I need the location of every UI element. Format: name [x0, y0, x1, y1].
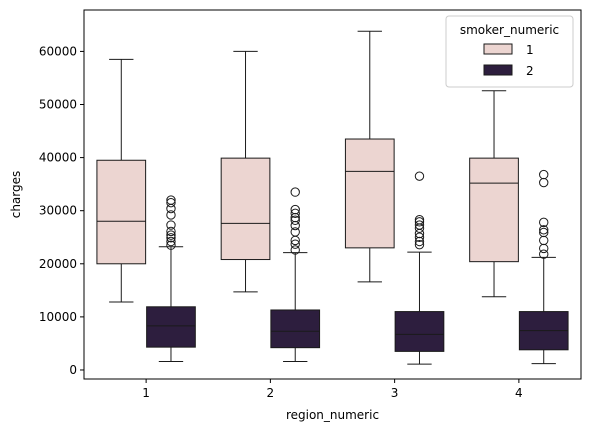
outlier-point — [539, 227, 549, 238]
outlier-point — [166, 236, 176, 247]
outlier-point — [166, 195, 176, 205]
outlier-point — [166, 230, 176, 240]
outlier-point — [539, 249, 549, 259]
box-series-2-cat-2 — [270, 187, 321, 362]
box-body — [146, 306, 196, 348]
box-body — [344, 138, 395, 249]
outlier-point — [414, 220, 425, 230]
plot-frame — [83, 9, 582, 380]
outlier-point — [290, 208, 300, 219]
outlier-point — [290, 245, 300, 255]
legend-swatch — [483, 64, 513, 76]
plot-content — [96, 30, 569, 365]
x-tick-label: 2 — [267, 386, 275, 400]
x-tick-label: 1 — [142, 386, 150, 400]
y-axis-label: charges — [9, 171, 23, 219]
outlier-point — [539, 235, 549, 246]
outlier-point — [290, 227, 300, 237]
outlier-point — [539, 169, 549, 180]
outlier-point — [290, 204, 300, 215]
box-series-2-cat-4 — [518, 169, 569, 365]
outlier-point — [166, 210, 176, 220]
box-body — [394, 311, 445, 352]
outlier-point — [166, 233, 176, 243]
y-tick-label: 50000 — [39, 98, 77, 112]
y-tick-label: 0 — [69, 363, 77, 377]
legend: smoker_numeric 12 — [445, 15, 574, 88]
axes: 0 10000 20000 30000 40000 50000 60000 1 2 3 4 — [39, 44, 523, 400]
outlier-point — [539, 225, 549, 235]
legend-entry-label: 2 — [526, 64, 534, 78]
box-body — [96, 159, 147, 265]
legend-entry-label: 1 — [526, 43, 534, 57]
y-tick-label: 30000 — [39, 204, 77, 218]
outlier-point — [414, 239, 425, 250]
outlier-point — [166, 240, 176, 250]
outlier-point — [539, 243, 549, 254]
outlier-point — [290, 215, 300, 225]
y-tick-label: 60000 — [39, 44, 77, 58]
outlier-point — [539, 177, 549, 188]
y-tick-label: 40000 — [39, 151, 77, 165]
box-body — [220, 157, 271, 261]
outlier-point — [290, 187, 300, 197]
outlier-point — [414, 217, 425, 227]
outlier-point — [166, 198, 176, 208]
legend-items: 12 — [483, 43, 534, 78]
box-body — [270, 309, 321, 349]
legend-swatch — [483, 43, 513, 55]
outlier-point — [414, 171, 425, 181]
box-series-1-cat-4 — [469, 90, 519, 298]
x-axis-label: region_numeric — [286, 408, 379, 422]
box-series-2-cat-3 — [394, 171, 445, 365]
box-series-1-cat-2 — [220, 50, 271, 293]
outlier-point — [414, 215, 425, 225]
outlier-point — [166, 226, 176, 237]
outlier-point — [414, 232, 425, 242]
legend-title: smoker_numeric — [460, 23, 559, 37]
y-tick-label: 10000 — [39, 310, 77, 324]
outlier-point — [290, 239, 300, 249]
box-series-1-cat-1 — [96, 58, 147, 303]
x-tick-label: 3 — [391, 386, 399, 400]
outlier-point — [166, 220, 176, 230]
box-series-2-cat-1 — [146, 195, 196, 362]
box-series-1-cat-3 — [344, 30, 395, 283]
box-body — [469, 157, 519, 263]
y-tick-label: 20000 — [39, 257, 77, 271]
outlier-point — [539, 217, 549, 228]
x-tick-label: 4 — [515, 386, 523, 400]
